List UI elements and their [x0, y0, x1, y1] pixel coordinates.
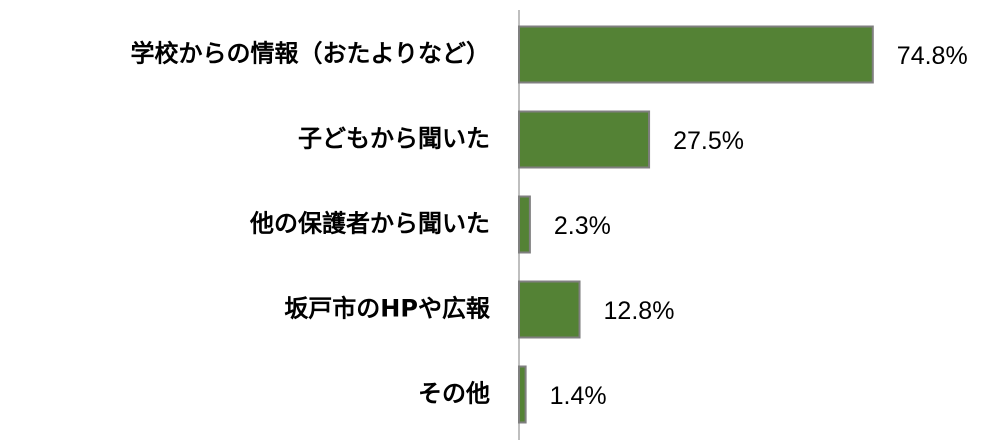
value-label: 1.4%: [550, 382, 607, 410]
category-label: 学校からの情報（おたよりなど）: [130, 40, 490, 68]
value-label: 12.8%: [604, 297, 675, 325]
bar: [518, 365, 527, 424]
category-label: その他: [418, 380, 490, 408]
category-label: 他の保護者から聞いた: [249, 210, 490, 238]
category-label: 坂戸市のHPや広報: [284, 295, 491, 323]
value-label: 74.8%: [897, 42, 968, 70]
bar: [518, 280, 581, 339]
bar: [518, 110, 651, 169]
bar: [518, 195, 531, 254]
bar: [518, 25, 874, 84]
value-label: 2.3%: [554, 212, 611, 240]
category-label: 子どもから聞いた: [298, 125, 490, 153]
value-label: 27.5%: [673, 127, 744, 155]
